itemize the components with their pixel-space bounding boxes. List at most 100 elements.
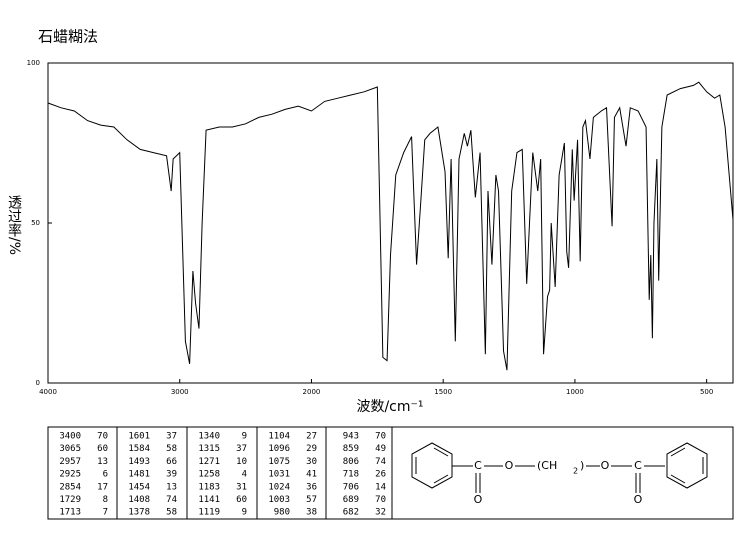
peak-wavenumber: 1493 xyxy=(128,457,150,467)
x-tick-label: 4000 xyxy=(39,388,57,396)
peak-transmittance: 26 xyxy=(375,470,386,480)
peak-transmittance: 4 xyxy=(242,470,247,480)
atom-label: (CH xyxy=(537,459,557,472)
peak-wavenumber: 1271 xyxy=(198,457,220,467)
y-tick-label: 100 xyxy=(27,59,40,67)
peak-transmittance: 17 xyxy=(97,482,108,492)
peak-transmittance: 14 xyxy=(375,482,386,492)
peak-wavenumber: 2854 xyxy=(59,482,81,492)
peak-transmittance: 36 xyxy=(306,482,317,492)
peak-wavenumber: 1454 xyxy=(128,482,150,492)
atom-label: O xyxy=(634,493,643,506)
peak-wavenumber: 806 xyxy=(343,457,359,467)
peak-wavenumber: 1713 xyxy=(59,508,81,518)
atom-label: C xyxy=(634,459,642,472)
peak-wavenumber: 1258 xyxy=(198,470,220,480)
peak-transmittance: 30 xyxy=(306,457,317,467)
peak-table xyxy=(47,426,734,520)
peak-transmittance: 70 xyxy=(97,432,108,442)
peak-transmittance: 7 xyxy=(103,508,108,518)
atom-label: ) xyxy=(580,459,584,472)
peak-wavenumber: 2957 xyxy=(59,457,81,467)
peak-wavenumber: 682 xyxy=(343,508,359,518)
peak-transmittance: 57 xyxy=(306,495,317,505)
chart-title: 石蜡糊法 xyxy=(38,28,98,46)
peak-transmittance: 37 xyxy=(166,432,177,442)
peak-transmittance: 58 xyxy=(166,508,177,518)
atom-label: C xyxy=(474,459,482,472)
peak-transmittance: 9 xyxy=(242,432,247,442)
peak-transmittance: 74 xyxy=(166,495,177,505)
atom-label: O xyxy=(601,459,610,472)
peak-wavenumber: 1340 xyxy=(198,432,220,442)
ring-bond xyxy=(670,447,686,457)
x-tick-label: 1000 xyxy=(566,388,584,396)
peak-wavenumber: 1075 xyxy=(268,457,290,467)
peak-transmittance: 58 xyxy=(166,444,177,454)
peak-transmittance: 13 xyxy=(97,457,108,467)
peak-wavenumber: 1315 xyxy=(198,444,220,454)
peak-wavenumber: 1003 xyxy=(268,495,290,505)
peak-wavenumber: 1024 xyxy=(268,482,290,492)
table-frame xyxy=(47,426,734,520)
peak-transmittance: 41 xyxy=(306,470,317,480)
y-tick-label: 50 xyxy=(31,219,40,227)
peak-wavenumber: 1601 xyxy=(128,432,150,442)
peak-wavenumber: 1183 xyxy=(198,482,220,492)
benzene-ring xyxy=(666,442,708,489)
peak-wavenumber: 3065 xyxy=(59,444,81,454)
peak-wavenumber: 1031 xyxy=(268,470,290,480)
ring-bond xyxy=(670,474,686,484)
peak-transmittance: 8 xyxy=(103,495,108,505)
peak-wavenumber: 706 xyxy=(343,482,359,492)
peak-transmittance: 37 xyxy=(236,444,247,454)
x-tick-label: 2000 xyxy=(303,388,321,396)
ring-bond xyxy=(433,447,449,457)
peak-transmittance: 70 xyxy=(375,495,386,505)
peak-wavenumber: 689 xyxy=(343,495,359,505)
peak-transmittance: 29 xyxy=(306,444,317,454)
y-axis-label: 透过率/% xyxy=(6,195,22,255)
peak-wavenumber: 718 xyxy=(343,470,359,480)
peak-transmittance: 74 xyxy=(375,457,386,467)
peak-transmittance: 9 xyxy=(242,508,247,518)
x-axis-label: 波数/cm⁻¹ xyxy=(356,399,423,415)
peak-wavenumber: 859 xyxy=(343,444,359,454)
x-tick-label: 500 xyxy=(700,388,713,396)
peak-wavenumber: 980 xyxy=(274,508,290,518)
peak-transmittance: 27 xyxy=(306,432,317,442)
peak-wavenumber: 1729 xyxy=(59,495,81,505)
x-tick-label: 1500 xyxy=(434,388,452,396)
peak-transmittance: 31 xyxy=(236,482,247,492)
peak-transmittance: 66 xyxy=(166,457,177,467)
peak-transmittance: 10 xyxy=(236,457,247,467)
peak-transmittance: 60 xyxy=(97,444,108,454)
peak-wavenumber: 1141 xyxy=(198,495,220,505)
peak-wavenumber: 1408 xyxy=(128,495,150,505)
peak-wavenumber: 1481 xyxy=(128,470,150,480)
peak-transmittance: 49 xyxy=(375,444,386,454)
benzene-ring xyxy=(411,442,453,489)
peak-transmittance: 32 xyxy=(375,508,386,518)
peak-transmittance: 6 xyxy=(103,470,108,480)
peak-wavenumber: 943 xyxy=(343,432,359,442)
y-tick-label: 0 xyxy=(36,379,40,387)
peak-transmittance: 60 xyxy=(236,495,247,505)
peak-transmittance: 39 xyxy=(166,470,177,480)
peak-wavenumber: 3400 xyxy=(59,432,81,442)
peak-wavenumber: 2925 xyxy=(59,470,81,480)
spectrum-line xyxy=(47,81,734,371)
peak-wavenumber: 1378 xyxy=(128,508,150,518)
atom-label: O xyxy=(474,493,483,506)
atom-label: 2 xyxy=(573,467,578,476)
peak-wavenumber: 1104 xyxy=(268,432,290,442)
peak-wavenumber: 1096 xyxy=(268,444,290,454)
peak-wavenumber: 1584 xyxy=(128,444,150,454)
peak-wavenumber: 1119 xyxy=(198,508,220,518)
peak-transmittance: 38 xyxy=(306,508,317,518)
atom-label: O xyxy=(505,459,514,472)
x-tick-label: 3000 xyxy=(171,388,189,396)
peak-transmittance: 70 xyxy=(375,432,386,442)
